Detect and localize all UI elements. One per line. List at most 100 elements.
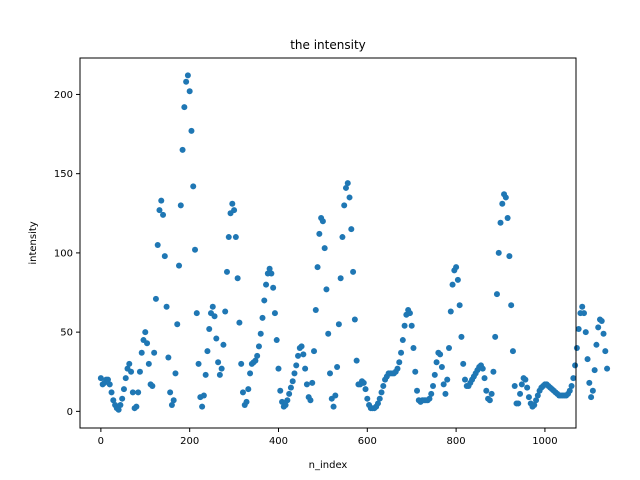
data-point bbox=[483, 387, 490, 394]
data-point bbox=[106, 381, 113, 388]
data-point bbox=[170, 397, 177, 404]
data-point bbox=[254, 352, 261, 359]
data-point bbox=[446, 344, 452, 351]
data-point bbox=[350, 268, 357, 275]
data-point bbox=[263, 281, 270, 288]
data-point bbox=[534, 392, 541, 399]
data-point bbox=[136, 368, 143, 375]
data-point bbox=[234, 275, 241, 282]
data-point bbox=[309, 379, 316, 386]
data-point bbox=[295, 352, 302, 359]
data-point bbox=[334, 363, 341, 370]
data-point bbox=[341, 202, 348, 209]
data-point bbox=[396, 359, 403, 366]
data-point bbox=[509, 348, 516, 355]
data-point bbox=[213, 335, 220, 342]
data-point bbox=[303, 381, 310, 388]
data-point bbox=[430, 383, 437, 390]
data-point bbox=[199, 403, 206, 410]
data-point bbox=[183, 78, 190, 85]
data-point bbox=[302, 365, 309, 372]
data-point bbox=[364, 395, 371, 402]
data-point bbox=[517, 390, 524, 397]
data-point bbox=[531, 402, 538, 409]
data-point bbox=[323, 286, 330, 293]
x-tick-label: 600 bbox=[358, 436, 377, 447]
data-point bbox=[492, 333, 499, 340]
data-point bbox=[275, 365, 282, 372]
data-point bbox=[282, 402, 289, 409]
data-point bbox=[172, 370, 179, 377]
data-point bbox=[289, 378, 296, 385]
x-tick-label: 800 bbox=[447, 436, 466, 447]
data-point bbox=[499, 200, 506, 207]
data-point bbox=[204, 348, 211, 355]
data-point bbox=[273, 337, 280, 344]
data-point bbox=[568, 383, 575, 390]
data-point bbox=[410, 344, 417, 351]
data-point bbox=[447, 308, 454, 315]
data-point bbox=[575, 325, 582, 332]
data-point bbox=[218, 365, 225, 372]
data-point bbox=[479, 365, 486, 372]
data-point bbox=[515, 400, 522, 407]
data-point bbox=[97, 375, 104, 382]
data-point bbox=[518, 381, 525, 388]
data-point bbox=[522, 376, 529, 383]
data-point bbox=[200, 392, 207, 399]
data-point bbox=[321, 245, 328, 252]
data-point bbox=[533, 397, 540, 404]
x-tick-label: 400 bbox=[269, 436, 288, 447]
data-point bbox=[342, 184, 349, 191]
data-point bbox=[202, 371, 209, 378]
data-point bbox=[176, 262, 183, 269]
data-point bbox=[184, 72, 191, 79]
data-point bbox=[348, 226, 355, 233]
data-point bbox=[122, 375, 129, 382]
data-point bbox=[149, 383, 156, 390]
data-point bbox=[161, 253, 168, 260]
data-point bbox=[598, 318, 605, 325]
x-axis-ticks: 0 200 400 600 800 1000 bbox=[98, 428, 558, 447]
data-point bbox=[486, 397, 493, 404]
data-point bbox=[144, 340, 151, 347]
data-point bbox=[129, 389, 136, 396]
data-point bbox=[300, 351, 307, 358]
data-point bbox=[488, 390, 495, 397]
data-point bbox=[524, 384, 531, 391]
data-point bbox=[437, 351, 444, 358]
data-point bbox=[582, 329, 589, 336]
data-point bbox=[438, 363, 445, 370]
x-tick-label: 1000 bbox=[532, 436, 557, 447]
data-point bbox=[188, 127, 195, 134]
data-point bbox=[508, 302, 515, 309]
data-point bbox=[211, 313, 218, 320]
data-point bbox=[325, 330, 332, 337]
data-point bbox=[151, 349, 158, 356]
data-point bbox=[351, 316, 358, 323]
data-point bbox=[380, 383, 387, 390]
data-point bbox=[502, 194, 509, 201]
data-point bbox=[456, 302, 463, 309]
data-point bbox=[511, 383, 518, 390]
data-point bbox=[120, 386, 127, 393]
data-point bbox=[247, 370, 254, 377]
data-point bbox=[192, 246, 199, 253]
data-point bbox=[119, 395, 126, 402]
data-point bbox=[152, 295, 159, 302]
data-point bbox=[115, 406, 122, 413]
data-point bbox=[311, 348, 318, 355]
y-tick-label: 50 bbox=[60, 328, 73, 339]
data-point bbox=[406, 310, 413, 317]
data-point bbox=[580, 310, 587, 317]
data-point bbox=[593, 341, 600, 348]
data-point bbox=[408, 322, 415, 329]
data-point bbox=[312, 306, 319, 313]
data-point bbox=[229, 200, 236, 207]
data-point bbox=[481, 375, 488, 382]
data-point bbox=[589, 387, 596, 394]
data-point bbox=[138, 349, 145, 356]
data-point bbox=[398, 349, 405, 356]
